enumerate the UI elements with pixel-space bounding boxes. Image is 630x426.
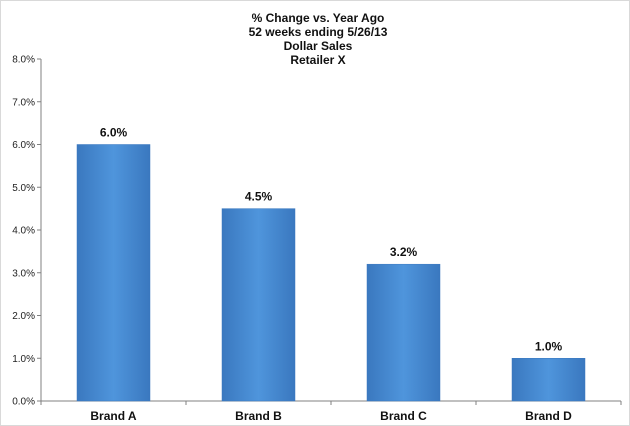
bar-brand-d: [511, 358, 586, 402]
data-label: 6.0%: [100, 126, 128, 140]
data-labels: 6.0% 4.5% 3.2% 1.0%: [100, 126, 563, 354]
y-tick-label: 1.0%: [12, 354, 35, 365]
data-label: 3.2%: [390, 245, 418, 259]
chart-title-line: Retailer X: [290, 53, 345, 67]
y-tick-label: 4.0%: [12, 226, 35, 237]
y-tick-label: 0.0%: [12, 397, 35, 408]
y-tick-label: 6.0%: [12, 140, 35, 151]
chart-title-line: Dollar Sales: [284, 39, 353, 53]
bar-brand-b: [221, 208, 296, 402]
y-tick-label: 2.0%: [12, 311, 35, 322]
y-tick-label: 5.0%: [12, 183, 35, 194]
y-tick-label: 8.0%: [12, 55, 35, 66]
y-tick-label: 7.0%: [12, 97, 35, 108]
chart-title-line: % Change vs. Year Ago: [252, 11, 385, 25]
y-tick-label: 3.0%: [12, 268, 35, 279]
data-label: 1.0%: [535, 339, 563, 353]
x-tick-label: Brand A: [90, 409, 137, 423]
bar-brand-a: [76, 144, 151, 402]
x-tick-label: Brand C: [380, 409, 427, 423]
chart-title-line: 52 weeks ending 5/26/13: [249, 25, 388, 39]
y-axis-ticks: 0.0% 1.0% 2.0% 3.0% 4.0% 5.0% 6.0% 7.0% 8.0%: [12, 55, 41, 408]
x-tick-label: Brand D: [525, 409, 572, 423]
x-axis-ticks: Brand A Brand B Brand C Brand D: [40, 401, 622, 423]
bars: [76, 144, 586, 402]
x-tick-label: Brand B: [235, 409, 282, 423]
data-label: 4.5%: [245, 190, 273, 204]
bar-brand-c: [366, 263, 441, 402]
